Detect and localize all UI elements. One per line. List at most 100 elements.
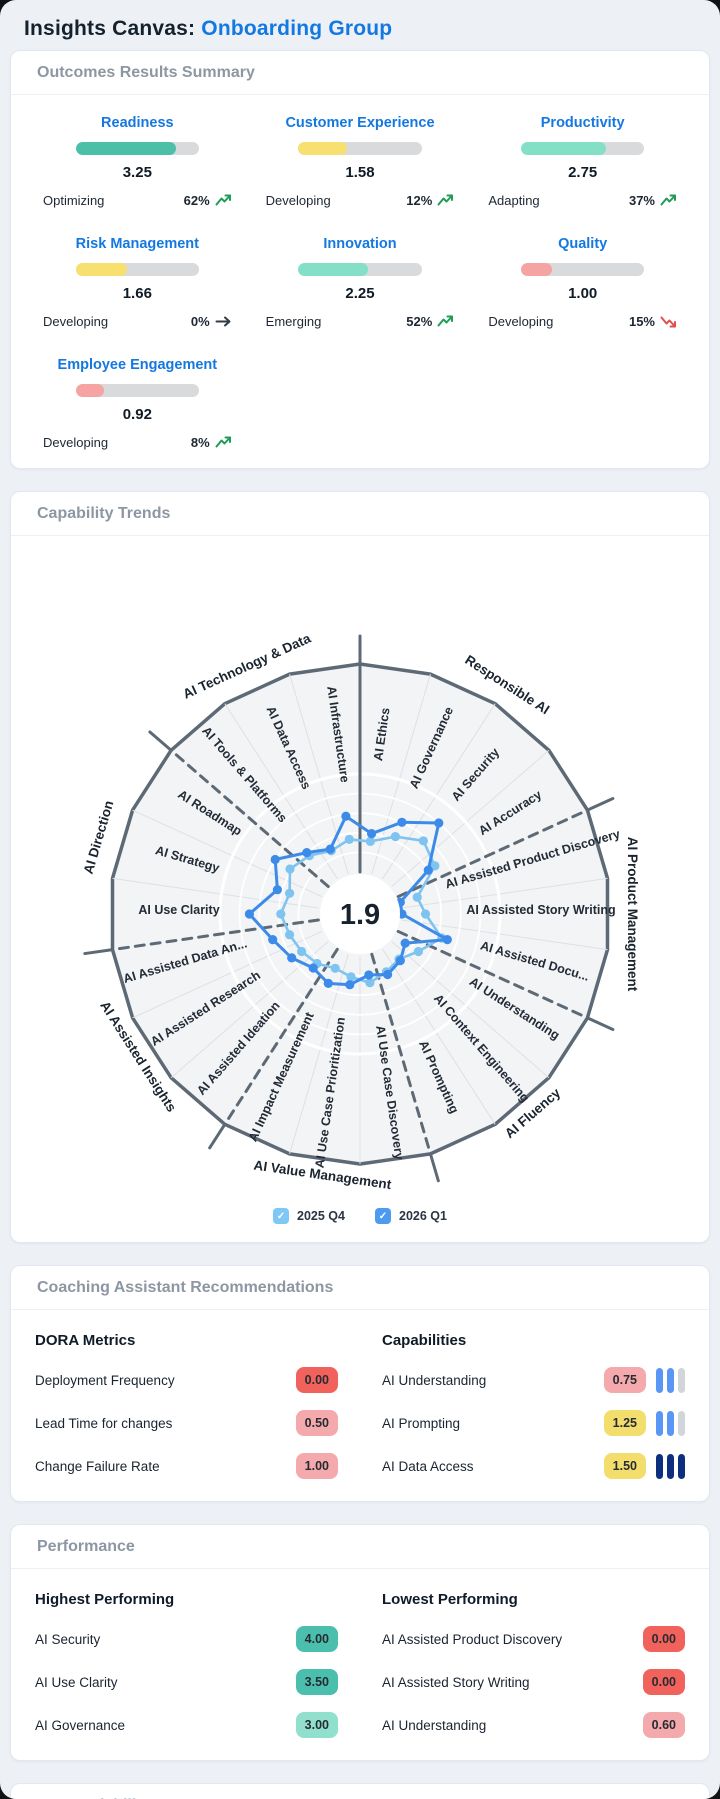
metric-progress-bar [75,384,199,397]
metric-title: Customer Experience [285,115,435,131]
radar-point-2026-q1 [341,811,351,821]
radar-group-boundary-tail [208,1122,227,1150]
metric-value: 3.25 [122,164,152,181]
list-item-values: 1.25 [603,1410,685,1436]
radar-spoke-divider [289,673,349,874]
radar-point-2025-q4 [344,834,354,844]
list-item-label: AI Security [35,1631,101,1647]
value-badge: 0.00 [295,1367,338,1393]
metric-status-row: Developing 8% [41,435,234,450]
metric-change: 37% [629,193,677,208]
metric-progress-fill [521,142,606,155]
metric-progress-fill [521,263,552,276]
vote-variability-title: Vote Variability [11,1784,709,1799]
coaching-recommendations-title: Coaching Assistant Recommendations [11,1266,709,1310]
page-title-prefix: Insights Canvas: [24,17,196,40]
metric-card-risk-management: Risk Management 1.66 Developing 0% [35,236,240,329]
metric-title: Quality [558,236,608,252]
list-item-label: Lead Time for changes [35,1415,173,1431]
radar-group-boundary [370,952,432,1156]
radar-point-2026-q1 [364,970,374,980]
list-item-label: AI Assisted Product Discovery [382,1631,563,1647]
list-item-label: AI Governance [35,1717,126,1733]
trend-flat-icon [215,316,231,327]
legend-item-2025-q4[interactable]: ✓ 2025 Q4 [273,1208,345,1224]
metric-title: Risk Management [75,236,199,252]
metric-progress-bar [521,142,645,155]
metric-change-value: 37% [628,193,655,208]
list-item-ai-data-access: AI Data Access 1.50 [382,1451,685,1481]
vote-variability-card: Vote Variability Lowest Variability AI S… [10,1783,710,1799]
radar-point-2026-q1 [272,885,282,895]
metric-change-value: 0% [190,314,210,329]
radar-point-2025-q4 [365,836,375,846]
radar-point-2026-q1 [397,817,407,827]
value-badge: 0.75 [603,1367,646,1393]
metric-change-value: 12% [406,193,433,208]
metric-progress-bar [298,142,422,155]
list-item-values: 0.00 [295,1367,338,1393]
radar-point-2025-q4 [285,930,295,940]
metric-progress-fill [298,142,348,155]
metric-title: Employee Engagement [57,357,218,373]
list-item-ai-assisted-product-discovery: AI Assisted Product Discovery 0.00 [382,1624,685,1654]
trend-up-icon [437,194,454,206]
list-item-values: 3.00 [295,1712,338,1738]
radar-point-2025-q4 [285,888,295,898]
radar-point-2026-q1 [287,953,297,963]
radar-group-boundary-tail [585,1016,615,1031]
metric-status-label: Optimizing [43,193,105,208]
radar-spoke-divider [391,941,550,1079]
trend-up-icon [437,315,454,327]
radar-point-2026-q1 [442,935,452,945]
radar-group-boundary [169,748,330,888]
radar-center-value: 1.9 [340,899,380,931]
page-title: Insights Canvas: Onboarding Group [0,0,720,50]
radar-point-2026-q1 [367,829,377,839]
legend-item-2026-q1[interactable]: ✓ 2026 Q1 [375,1208,447,1224]
variability-bars-icon [656,1367,685,1393]
radar-point-2026-q1 [423,865,433,875]
metric-value: 0.92 [122,406,152,423]
list-item-values: 0.00 [642,1626,685,1652]
list-item-ai-assisted-story-writing: AI Assisted Story Writing 0.00 [382,1667,685,1697]
dora-metrics-column: DORA Metrics Deployment Frequency 0.00 Lea… [35,1330,338,1483]
metric-change-value: 52% [406,314,433,329]
performance-card: Performance Highest Performing AI Securi… [10,1524,710,1761]
radar-group-boundary-tail [585,797,615,812]
metric-status-row: Optimizing 62% [41,193,234,208]
metric-progress-bar [75,263,199,276]
metric-value: 2.25 [345,285,375,302]
value-badge: 0.50 [295,1410,338,1436]
page-title-group-link[interactable]: Onboarding Group [201,17,393,40]
metric-progress-fill [75,263,127,276]
list-item-label: AI Use Clarity [35,1674,118,1690]
radar-point-2026-q1 [270,854,280,865]
metric-progress-bar [75,142,199,155]
metric-value: 1.66 [122,285,152,302]
value-badge: 0.60 [642,1712,685,1738]
metric-status-row: Emerging 52% [264,314,457,329]
legend-checkbox-2025-q4[interactable]: ✓ [273,1208,290,1224]
radar-group-label-ai-direction: AI Direction [81,799,117,876]
legend-checkbox-2026-q1[interactable]: ✓ [375,1208,391,1224]
variability-bar [667,1410,674,1436]
metric-card-quality: Quality 1.00 Developing 15% [480,236,685,329]
variability-bar [656,1410,663,1436]
variability-bar [678,1367,685,1393]
list-item-label: AI Understanding [382,1372,487,1388]
radar-point-2025-q4 [420,909,431,919]
list-item-ai-understanding: AI Understanding 0.60 [382,1710,685,1740]
variability-bar [678,1453,685,1479]
radar-point-2026-q1 [400,938,410,948]
list-item-label: AI Prompting [382,1415,461,1431]
dora-metrics-heading: DORA Metrics [35,1332,136,1349]
variability-bar [656,1367,663,1393]
radar-group-boundary [396,808,589,899]
value-badge: 1.25 [603,1410,646,1436]
radar-point-2026-q1 [308,963,318,973]
trend-up-icon [215,436,231,448]
lowest-performing-column: Lowest Performing AI Assisted Product Di… [382,1589,685,1742]
list-item-values: 0.00 [642,1669,685,1695]
